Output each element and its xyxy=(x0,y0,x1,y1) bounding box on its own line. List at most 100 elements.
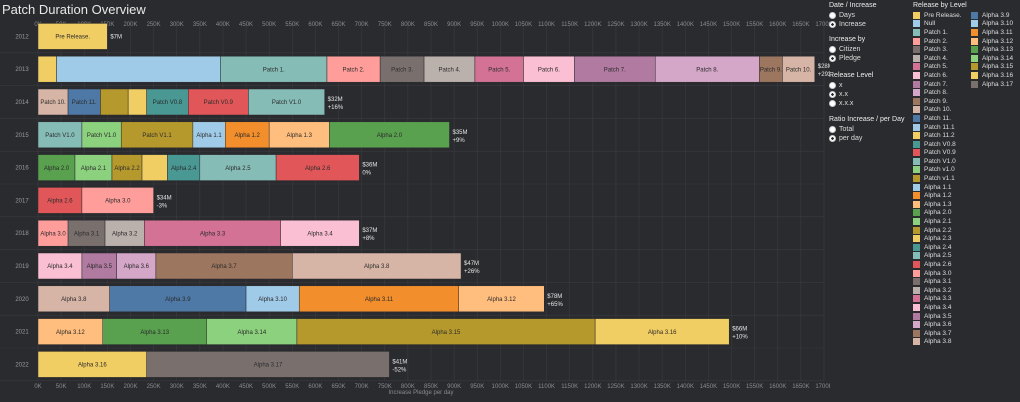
legend-item[interactable]: Patch V0.8 xyxy=(913,140,962,149)
legend-item[interactable]: Null xyxy=(913,20,962,29)
legend-item[interactable]: Alpha 3.9 xyxy=(971,11,1013,20)
legend-item[interactable]: Alpha 3.1 xyxy=(913,277,962,286)
radio-selected-icon[interactable] xyxy=(829,21,836,28)
legend-item[interactable]: Patch 8. xyxy=(913,88,962,97)
radio-x-x[interactable]: x.x xyxy=(829,90,873,99)
segment-label: Alpha 3.8 xyxy=(364,264,390,270)
segment-label: Patch 11. xyxy=(72,100,97,106)
legend-item[interactable]: Alpha 2.6 xyxy=(913,260,962,269)
legend-swatch xyxy=(913,252,920,260)
legend-item[interactable]: Patch 10. xyxy=(913,106,962,115)
radio-selected-icon[interactable] xyxy=(829,91,836,98)
legend-item[interactable]: Patch 4. xyxy=(913,54,962,63)
legend-label: Alpha 3.4 xyxy=(924,303,952,311)
x-tick-label: 350K xyxy=(193,384,207,390)
legend-item[interactable]: Alpha 3.15 xyxy=(971,63,1013,72)
x-tick-label: 450K xyxy=(239,22,253,28)
legend-item[interactable]: Alpha 3.5 xyxy=(913,312,962,321)
row-total-label: $35M xyxy=(452,130,467,136)
legend-label: Alpha 3.9 xyxy=(982,11,1010,19)
legend-item[interactable]: Alpha 3.17 xyxy=(971,80,1013,89)
legend-item[interactable]: Patch 9. xyxy=(913,97,962,106)
legend-item[interactable]: Alpha 1.3 xyxy=(913,200,962,209)
legend-label: Alpha 3.15 xyxy=(982,63,1014,71)
legend-item[interactable]: Alpha 2.0 xyxy=(913,209,962,218)
legend-item[interactable]: Patch 5. xyxy=(913,63,962,72)
legend-item[interactable]: Alpha 1.2 xyxy=(913,191,962,200)
legend-item[interactable]: Patch v1.0 xyxy=(913,166,962,175)
legend-item[interactable]: Alpha 3.13 xyxy=(971,45,1013,54)
legend-swatch xyxy=(913,11,920,19)
radio-total[interactable]: Total xyxy=(829,125,904,134)
legend-title: Release by Level xyxy=(913,2,967,9)
legend-swatch xyxy=(913,183,920,191)
radio-days[interactable]: Days xyxy=(829,11,876,20)
legend-label: Patch 5. xyxy=(924,63,948,71)
legend-item[interactable]: Alpha 3.3 xyxy=(913,295,962,304)
legend-item[interactable]: Patch 6. xyxy=(913,71,962,80)
radio-x[interactable]: x xyxy=(829,81,873,90)
legend-item[interactable]: Alpha 2.1 xyxy=(913,217,962,226)
bar-segment xyxy=(37,121,83,149)
bar-segment xyxy=(245,285,300,313)
radio-per-day[interactable]: per day xyxy=(829,134,904,143)
legend-item[interactable]: Alpha 2.3 xyxy=(913,234,962,243)
radio-selected-icon[interactable] xyxy=(829,135,836,142)
legend-item[interactable]: Alpha 3.8 xyxy=(913,338,962,347)
segment-label: Alpha 1.2 xyxy=(235,133,261,139)
radio-x-x-x[interactable]: x.x.x xyxy=(829,99,873,108)
bar-segment xyxy=(141,154,168,181)
legend-label: Alpha 2.5 xyxy=(924,252,952,260)
legend-item[interactable]: Alpha 3.14 xyxy=(971,54,1013,63)
legend-label: Patch 11. xyxy=(924,114,951,122)
x-tick-label: 1650K xyxy=(792,384,809,390)
legend-swatch xyxy=(913,63,920,71)
legend-item[interactable]: Patch 1. xyxy=(913,28,962,37)
legend-swatch xyxy=(913,200,920,208)
radio-pledge[interactable]: Pledge xyxy=(829,54,865,63)
x-tick-label: 1550K xyxy=(746,384,763,390)
legend-item[interactable]: Patch 3. xyxy=(913,45,962,54)
legend-item[interactable]: Alpha 1.1 xyxy=(913,183,962,192)
legend-item[interactable]: Patch 11. xyxy=(913,114,962,123)
legend-item[interactable]: Alpha 3.7 xyxy=(913,329,962,338)
radio-circle-icon[interactable] xyxy=(829,82,836,89)
legend-item[interactable]: Alpha 2.5 xyxy=(913,252,962,261)
legend-item[interactable]: Patch V1.0 xyxy=(913,157,962,166)
year-label: 2016 xyxy=(15,166,29,172)
legend-item[interactable]: Alpha 3.11 xyxy=(971,28,1013,37)
radio-selected-icon[interactable] xyxy=(829,55,836,62)
legend-item[interactable]: Patch 11.1 xyxy=(913,123,962,132)
radio-increase[interactable]: Increase xyxy=(829,20,876,29)
legend-item[interactable]: Alpha 3.12 xyxy=(971,37,1013,46)
release-level-control: Release Level x x.x x.x.x xyxy=(829,72,873,108)
legend-item[interactable]: Alpha 2.2 xyxy=(913,226,962,235)
legend-item[interactable]: Alpha 3.10 xyxy=(971,20,1013,29)
legend-item[interactable]: Patch 2. xyxy=(913,37,962,46)
segment-label: Alpha 2.5 xyxy=(225,166,251,172)
legend-item[interactable]: Alpha 3.0 xyxy=(913,269,962,278)
segment-label: Alpha 3.2 xyxy=(112,231,138,237)
legend-item[interactable]: Pre Release. xyxy=(913,11,962,20)
bar-segment xyxy=(37,23,108,50)
radio-circle-icon[interactable] xyxy=(829,126,836,133)
radio-citizen[interactable]: Citizen xyxy=(829,45,865,54)
legend-item[interactable]: Patch 11.2 xyxy=(913,131,962,140)
bar-segment xyxy=(81,252,117,280)
legend-item[interactable]: Alpha 3.4 xyxy=(913,303,962,312)
legend-item[interactable]: Patch V0.9 xyxy=(913,149,962,158)
legend-label: Alpha 3.8 xyxy=(924,338,952,346)
legend-item[interactable]: Alpha 3.16 xyxy=(971,71,1013,80)
year-label: 2015 xyxy=(15,133,29,139)
legend-label: Alpha 3.14 xyxy=(982,54,1014,62)
radio-circle-icon[interactable] xyxy=(829,46,836,53)
radio-circle-icon[interactable] xyxy=(829,12,836,19)
bar-segment xyxy=(326,55,381,83)
legend-item[interactable]: Alpha 2.4 xyxy=(913,243,962,252)
legend-item[interactable]: Patch 7. xyxy=(913,80,962,89)
legend-column-1: Pre Release. Null Patch 1. Patch 2. Patch 3.… xyxy=(913,11,962,346)
legend-item[interactable]: Alpha 3.6 xyxy=(913,320,962,329)
radio-circle-icon[interactable] xyxy=(829,100,836,107)
legend-item[interactable]: Patch v1.1 xyxy=(913,174,962,183)
legend-item[interactable]: Alpha 3.2 xyxy=(913,286,962,295)
